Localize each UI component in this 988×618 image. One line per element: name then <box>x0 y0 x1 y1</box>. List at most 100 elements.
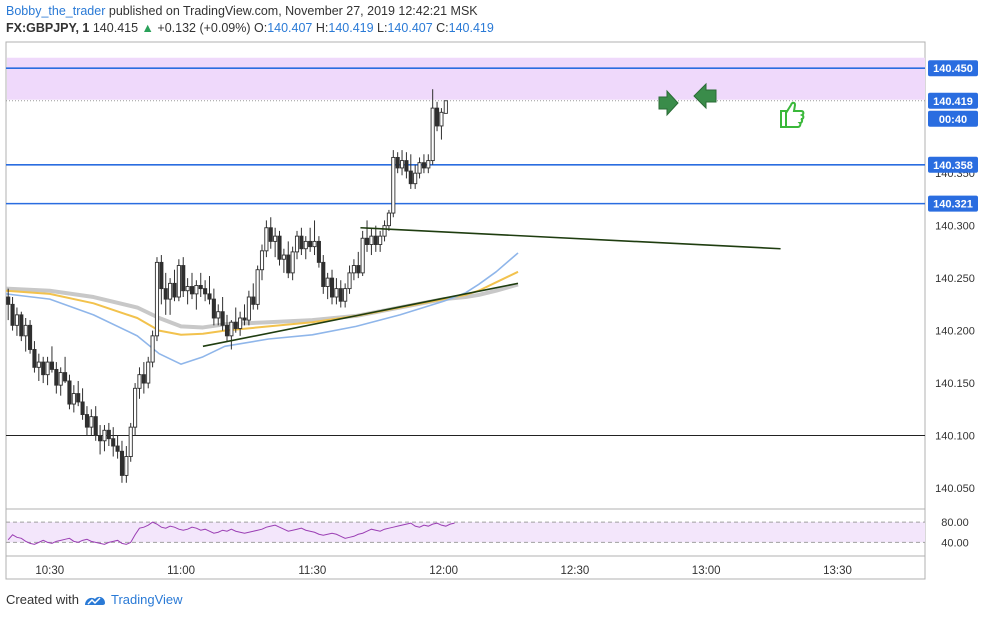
candle-body <box>259 250 265 271</box>
candle-body <box>273 235 278 242</box>
candle-body <box>378 235 383 245</box>
close-label: C: <box>436 21 449 35</box>
candle-body <box>382 225 387 237</box>
horizontal-levels[interactable] <box>6 67 925 437</box>
candle-body <box>251 296 256 305</box>
candle-body <box>246 296 251 321</box>
price-tag-bg <box>928 60 978 77</box>
price-tag-bg <box>928 92 978 109</box>
candle-body <box>312 240 317 248</box>
time-tick-label: 13:00 <box>692 565 721 577</box>
candle-body <box>146 361 151 384</box>
ma-line-blue <box>5 252 519 365</box>
footer: Created with TradingView <box>6 592 183 607</box>
candle-body <box>124 456 129 476</box>
candle-body <box>102 429 107 442</box>
candle-body <box>351 265 356 274</box>
left-arrow-icon <box>658 89 679 117</box>
time-tick-label: 11:30 <box>298 565 326 577</box>
candle-body <box>308 240 313 248</box>
up-triangle-icon: ▲ <box>141 21 154 35</box>
open-label: O: <box>254 21 268 35</box>
trendline <box>360 226 781 250</box>
tradingview-link[interactable]: TradingView <box>110 592 183 607</box>
candle-body <box>439 111 444 127</box>
candle-body <box>10 303 15 326</box>
candle-body <box>41 361 46 376</box>
rsi-pane <box>6 521 925 545</box>
price-axis[interactable]: 80.00 40.00 140.050 140.100 140.150 140.200 14… <box>935 168 975 549</box>
candle-body <box>430 107 435 162</box>
created-with-text: Created with <box>6 592 79 607</box>
author-link[interactable]: Bobby_the_trader <box>6 4 106 18</box>
candle-body <box>373 235 378 245</box>
candle-body <box>163 288 168 300</box>
time-tick-label: 10:30 <box>35 565 64 577</box>
rsi-line <box>7 521 455 545</box>
candle-body <box>426 160 431 169</box>
candle-body <box>28 324 33 350</box>
price-tags: 140.450 140.419 140.358 140.321 00:40 <box>928 60 978 212</box>
candle-body <box>391 156 396 214</box>
candle-body <box>395 156 400 169</box>
candle-body <box>303 240 308 250</box>
candle-body <box>71 393 76 405</box>
rsi-band <box>7 522 925 543</box>
candle-body <box>207 293 212 300</box>
rsi-tick-label: 80.00 <box>941 517 969 529</box>
time-tick-label: 12:30 <box>561 565 590 577</box>
candle-body <box>128 426 133 457</box>
candle-body <box>343 288 348 302</box>
candle-body <box>268 227 273 242</box>
candle-body <box>154 261 160 337</box>
candle-body <box>67 380 72 405</box>
candle-body <box>14 314 19 326</box>
countdown-tag-bg <box>928 110 978 127</box>
tradingview-logo-icon <box>84 596 105 605</box>
candle-body <box>137 374 142 389</box>
rsi-tick-label: 40.00 <box>941 537 969 549</box>
candle-body <box>111 438 116 447</box>
candle-body <box>80 401 85 416</box>
candle-body <box>185 286 190 292</box>
publish-line: Bobby_the_trader published on TradingVie… <box>6 4 478 18</box>
candle-body <box>220 311 225 326</box>
candle-body <box>106 429 111 440</box>
open-value: 140.407 <box>267 21 313 35</box>
price-change: +0.132 (+0.09%) <box>157 21 251 35</box>
candle-body <box>408 170 413 185</box>
price-tag-label: 140.450 <box>933 63 973 75</box>
candle-body <box>290 251 295 274</box>
price-tag-bg <box>928 195 978 212</box>
time-axis[interactable]: 10:30 11:00 11:30 12:00 12:30 13:00 13:30 <box>35 565 851 577</box>
candle-body <box>286 254 291 274</box>
trendlines[interactable] <box>202 226 781 348</box>
thumbs-up-icon <box>780 101 805 128</box>
candle-body <box>399 160 405 169</box>
ohlc-line: FX:GBPJPY, 1 140.415 ▲ +0.132 (+0.09%) O… <box>6 21 494 35</box>
trendline <box>202 282 519 348</box>
symbol-label[interactable]: FX:GBPJPY, 1 <box>6 21 90 35</box>
candle-body <box>417 162 422 174</box>
price-tick-label: 140.300 <box>935 221 975 233</box>
candle-body <box>299 235 304 250</box>
candle-body <box>54 368 59 386</box>
candle-body <box>63 372 68 382</box>
candle-body <box>159 261 164 290</box>
candle-body <box>443 100 448 114</box>
price-tick-label: 140.150 <box>935 378 975 390</box>
ma-line-grey <box>5 282 519 330</box>
candle-body <box>172 282 177 298</box>
candle-body <box>386 212 391 227</box>
candle-body <box>36 361 41 368</box>
candle-body <box>168 282 173 300</box>
candle-body <box>45 361 50 376</box>
candle-body <box>176 265 181 298</box>
price-tick-label: 140.050 <box>935 483 975 495</box>
candle-body <box>356 265 361 274</box>
candle-body <box>404 160 409 172</box>
right-arrow-icon <box>693 82 717 110</box>
close-value: 140.419 <box>448 21 494 35</box>
candle-body <box>93 416 98 436</box>
